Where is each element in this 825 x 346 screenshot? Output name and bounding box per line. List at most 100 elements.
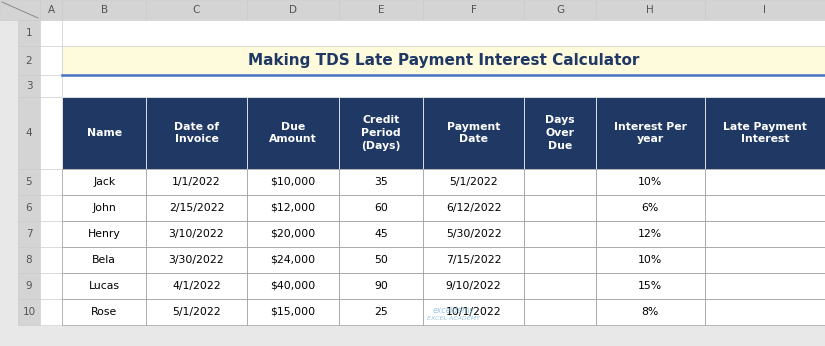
FancyBboxPatch shape [596,247,705,273]
FancyBboxPatch shape [18,273,40,299]
FancyBboxPatch shape [40,46,62,75]
Text: F: F [471,5,477,15]
Text: 9: 9 [26,281,32,291]
Text: 4: 4 [26,128,32,138]
FancyBboxPatch shape [0,0,40,20]
FancyBboxPatch shape [339,0,423,20]
Text: $20,000: $20,000 [271,229,315,239]
FancyBboxPatch shape [18,221,40,247]
Text: 2/15/2022: 2/15/2022 [169,203,224,213]
Text: 10/1/2022: 10/1/2022 [446,307,502,317]
FancyBboxPatch shape [423,221,524,247]
FancyBboxPatch shape [423,0,524,20]
Text: $15,000: $15,000 [271,307,315,317]
Text: Jack: Jack [93,177,116,187]
FancyBboxPatch shape [705,273,825,299]
Text: A: A [48,5,54,15]
FancyBboxPatch shape [705,0,825,20]
FancyBboxPatch shape [18,247,40,273]
FancyBboxPatch shape [40,221,62,247]
FancyBboxPatch shape [40,0,62,20]
FancyBboxPatch shape [339,247,423,273]
FancyBboxPatch shape [18,195,40,221]
Text: 8%: 8% [642,307,659,317]
Text: John: John [92,203,116,213]
FancyBboxPatch shape [18,299,40,325]
Text: 1/1/2022: 1/1/2022 [172,177,221,187]
FancyBboxPatch shape [339,221,423,247]
Text: 3/30/2022: 3/30/2022 [169,255,224,265]
FancyBboxPatch shape [62,97,146,169]
FancyBboxPatch shape [596,169,705,195]
FancyBboxPatch shape [62,20,825,46]
FancyBboxPatch shape [524,299,596,325]
Text: 7/15/2022: 7/15/2022 [446,255,502,265]
FancyBboxPatch shape [705,97,825,169]
Text: $24,000: $24,000 [271,255,315,265]
Text: 25: 25 [375,307,388,317]
FancyBboxPatch shape [247,0,339,20]
FancyBboxPatch shape [705,195,825,221]
FancyBboxPatch shape [247,299,339,325]
Text: Interest Per
year: Interest Per year [614,121,687,144]
Text: Date of
Invoice: Date of Invoice [174,121,219,144]
FancyBboxPatch shape [705,169,825,195]
Text: 6: 6 [26,203,32,213]
FancyBboxPatch shape [18,46,40,75]
Text: 90: 90 [375,281,389,291]
FancyBboxPatch shape [247,195,339,221]
FancyBboxPatch shape [146,169,247,195]
Text: Due
Amount: Due Amount [269,121,317,144]
FancyBboxPatch shape [339,97,423,169]
FancyBboxPatch shape [423,299,524,325]
FancyBboxPatch shape [423,273,524,299]
FancyBboxPatch shape [40,299,62,325]
FancyBboxPatch shape [146,247,247,273]
Text: 35: 35 [375,177,388,187]
FancyBboxPatch shape [146,221,247,247]
Text: 10%: 10% [639,177,662,187]
Text: 9/10/2022: 9/10/2022 [446,281,502,291]
Text: 10%: 10% [639,255,662,265]
FancyBboxPatch shape [40,273,62,299]
FancyBboxPatch shape [596,273,705,299]
FancyBboxPatch shape [146,97,247,169]
Text: 5/30/2022: 5/30/2022 [446,229,502,239]
Text: exceldemy: exceldemy [432,306,474,315]
Text: Henry: Henry [87,229,120,239]
Text: B: B [101,5,108,15]
Text: Days
Over
Due: Days Over Due [545,115,575,151]
FancyBboxPatch shape [247,221,339,247]
Text: E: E [378,5,384,15]
Text: 6/12/2022: 6/12/2022 [446,203,502,213]
Text: 50: 50 [375,255,389,265]
FancyBboxPatch shape [247,97,339,169]
FancyBboxPatch shape [524,0,596,20]
Text: $10,000: $10,000 [271,177,315,187]
FancyBboxPatch shape [146,0,247,20]
FancyBboxPatch shape [423,247,524,273]
Text: 3: 3 [26,81,32,91]
Text: 60: 60 [375,203,389,213]
FancyBboxPatch shape [18,75,40,97]
Text: 45: 45 [375,229,388,239]
FancyBboxPatch shape [62,273,146,299]
FancyBboxPatch shape [247,273,339,299]
FancyBboxPatch shape [40,75,62,97]
FancyBboxPatch shape [596,97,705,169]
FancyBboxPatch shape [339,299,423,325]
FancyBboxPatch shape [705,299,825,325]
FancyBboxPatch shape [524,97,596,169]
FancyBboxPatch shape [596,221,705,247]
Text: D: D [289,5,297,15]
Text: 6%: 6% [642,203,659,213]
FancyBboxPatch shape [596,0,705,20]
Text: I: I [763,5,766,15]
FancyBboxPatch shape [62,195,146,221]
FancyBboxPatch shape [62,75,825,97]
FancyBboxPatch shape [62,46,825,75]
FancyBboxPatch shape [146,299,247,325]
FancyBboxPatch shape [524,169,596,195]
FancyBboxPatch shape [596,299,705,325]
FancyBboxPatch shape [40,195,62,221]
